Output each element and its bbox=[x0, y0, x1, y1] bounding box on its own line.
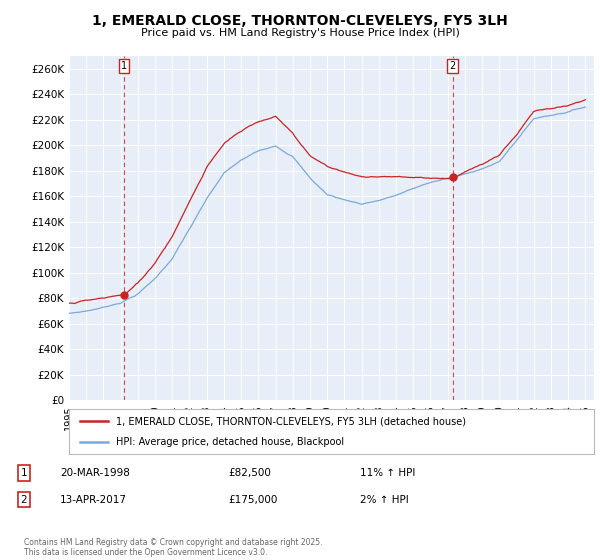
Text: 2: 2 bbox=[449, 61, 456, 71]
Text: HPI: Average price, detached house, Blackpool: HPI: Average price, detached house, Blac… bbox=[116, 437, 344, 447]
Text: Price paid vs. HM Land Registry's House Price Index (HPI): Price paid vs. HM Land Registry's House … bbox=[140, 28, 460, 38]
Text: 2% ↑ HPI: 2% ↑ HPI bbox=[360, 494, 409, 505]
Text: Contains HM Land Registry data © Crown copyright and database right 2025.
This d: Contains HM Land Registry data © Crown c… bbox=[24, 538, 323, 557]
Text: 20-MAR-1998: 20-MAR-1998 bbox=[60, 468, 130, 478]
Text: 1, EMERALD CLOSE, THORNTON-CLEVELEYS, FY5 3LH: 1, EMERALD CLOSE, THORNTON-CLEVELEYS, FY… bbox=[92, 14, 508, 28]
Text: 1: 1 bbox=[121, 61, 127, 71]
Text: £82,500: £82,500 bbox=[228, 468, 271, 478]
Text: £175,000: £175,000 bbox=[228, 494, 277, 505]
Text: 11% ↑ HPI: 11% ↑ HPI bbox=[360, 468, 415, 478]
Text: 1: 1 bbox=[20, 468, 28, 478]
Text: 1, EMERALD CLOSE, THORNTON-CLEVELEYS, FY5 3LH (detached house): 1, EMERALD CLOSE, THORNTON-CLEVELEYS, FY… bbox=[116, 416, 466, 426]
Text: 2: 2 bbox=[20, 494, 28, 505]
Text: 13-APR-2017: 13-APR-2017 bbox=[60, 494, 127, 505]
